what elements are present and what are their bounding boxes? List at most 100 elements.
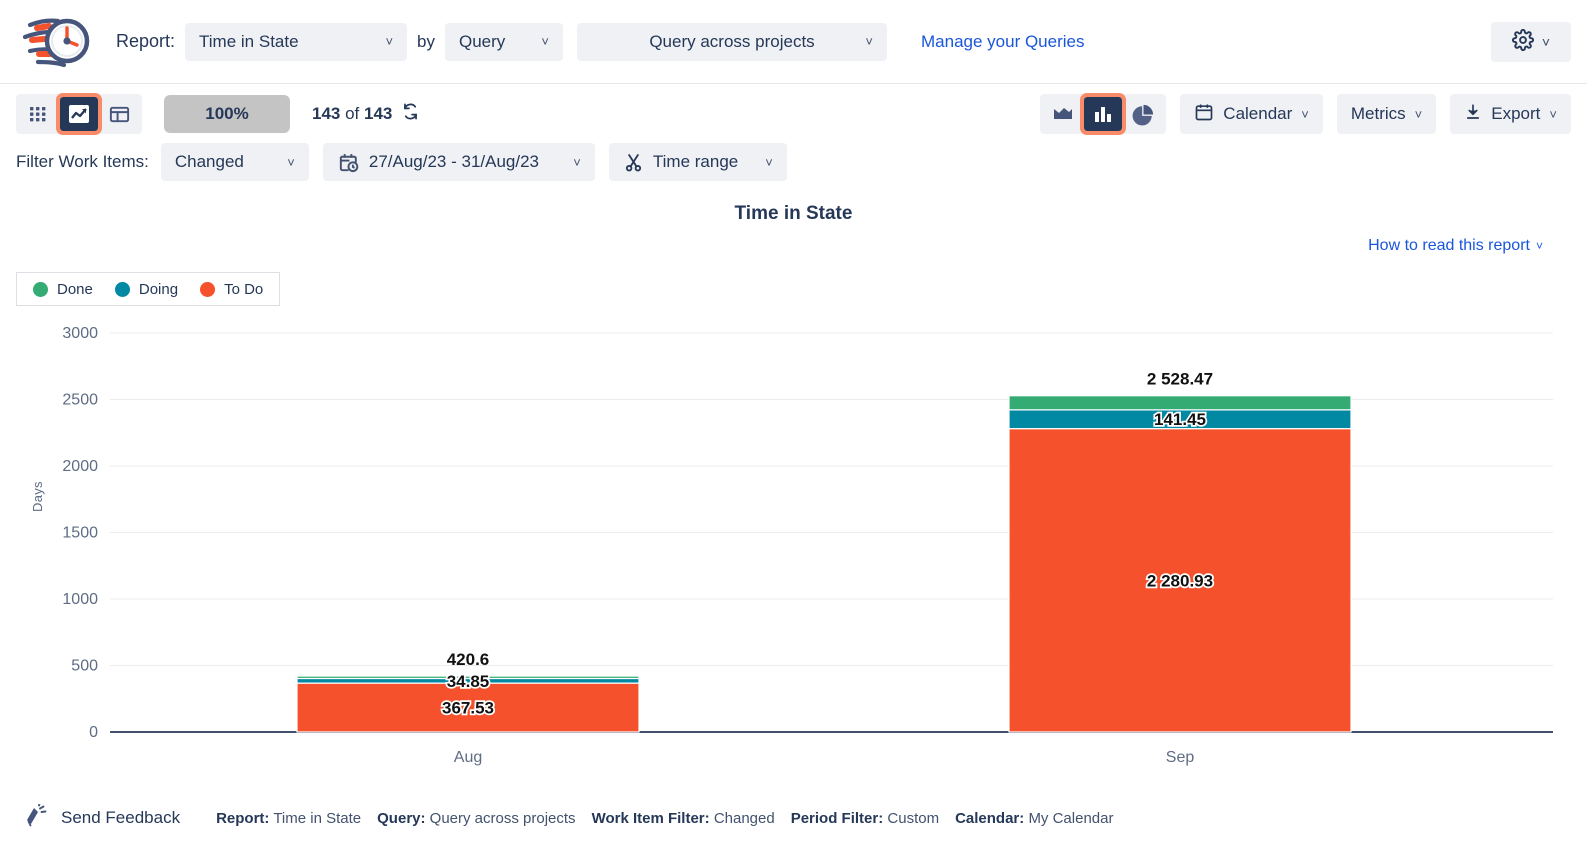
toolbar: 100% 143 of 143 [0, 84, 1587, 181]
legend-item-to-do[interactable]: To Do [200, 281, 263, 298]
bar-segment-value-label: 141.45 [1154, 410, 1206, 429]
export-button[interactable]: Export ˅ [1450, 94, 1571, 134]
footer-meta-key: Work Item Filter: [591, 809, 710, 827]
footer-meta-value: Changed [713, 809, 775, 827]
chart-view-icon[interactable] [56, 93, 102, 135]
work-item-filter-select[interactable]: Changed ˅ [160, 143, 309, 181]
bar-segment-done[interactable] [296, 675, 640, 680]
date-range-value: 27/Aug/23 - 31/Aug/23 [368, 152, 540, 171]
footer-meta-value: Custom [887, 809, 940, 827]
y-axis-tick-label: 500 [71, 658, 98, 675]
x-axis-tick-label: Aug [454, 749, 482, 766]
bar-segment-value-label: 34.85 [447, 672, 490, 691]
metrics-button-label: Metrics [1350, 104, 1406, 123]
time-range-value: Time range [652, 152, 739, 171]
calendar-button[interactable]: Calendar ˅ [1180, 94, 1323, 134]
filter-work-items-label: Filter Work Items: [16, 152, 149, 171]
board-view-icon[interactable] [100, 97, 138, 131]
item-count-total: 143 [364, 104, 393, 123]
calendar-button-label: Calendar [1223, 104, 1293, 123]
legend-item-doing[interactable]: Doing [114, 280, 179, 298]
chart-title: Time in State [734, 203, 853, 224]
chevron-down-icon: ˅ [573, 154, 581, 170]
gear-icon [1511, 28, 1534, 56]
legend-item-label: Doing [138, 280, 179, 298]
y-axis-tick-label: 0 [89, 724, 98, 741]
download-icon [1464, 103, 1482, 126]
y-axis-tick-label: 1500 [62, 525, 98, 542]
footer-meta-key: Report: [216, 809, 270, 827]
report-select[interactable]: Time in State ˅ [185, 22, 408, 61]
bar-segment-value-label: 2 280.93 [1147, 571, 1213, 590]
send-feedback-button[interactable]: Send Feedback [24, 802, 181, 833]
export-button-label: Export [1491, 104, 1541, 123]
app-header: Report: Time in State ˅ by Query ˅ Query… [0, 0, 1587, 84]
chevron-down-icon: ˅ [1541, 34, 1551, 50]
refresh-icon[interactable] [401, 102, 420, 126]
y-axis-tick-label: 3000 [62, 325, 98, 342]
metrics-button[interactable]: Metrics ˅ [1336, 94, 1437, 134]
legend-color-dot [200, 281, 216, 297]
chevron-down-icon: ˅ [541, 34, 549, 49]
bar-total-label: 2 528.47 [1147, 370, 1213, 389]
scissors-icon [623, 152, 644, 173]
y-axis-tick-label: 2500 [62, 392, 98, 409]
item-count-current: 143 [312, 104, 341, 123]
legend-item-label: Done [57, 280, 93, 298]
query-select-value: Query across projects [649, 31, 815, 51]
time-range-select[interactable]: Time range ˅ [608, 143, 787, 181]
chevron-down-icon: ˅ [1414, 106, 1423, 122]
bar-group-aug[interactable]: 367.53 34.85 420.6 Aug [296, 650, 640, 766]
date-range-select[interactable]: 27/Aug/23 - 31/Aug/23 ˅ [322, 143, 595, 181]
footer-meta-value: Query across projects [429, 809, 576, 827]
zoom-level-chip[interactable]: 100% [164, 95, 290, 133]
footer-meta-key: Period Filter: [790, 809, 884, 827]
chevron-down-icon: ˅ [385, 34, 394, 49]
report-select-value: Time in State [199, 31, 299, 51]
footer-meta-item: Work Item Filter: Changed [592, 810, 775, 827]
legend-item-done[interactable]: Done [33, 281, 93, 298]
chevron-down-icon: ˅ [287, 154, 295, 170]
footer-meta-item: Query: Query across projects [377, 810, 575, 827]
group-by-value: Query [459, 31, 506, 51]
chart-legend: Done Doing To Do [16, 272, 281, 306]
chevron-down-icon: ˅ [765, 154, 773, 170]
bar-segment-to-do[interactable] [296, 682, 640, 733]
y-axis-tick-label: 1000 [62, 591, 98, 608]
speeding-clock-logo [16, 13, 94, 71]
toolbar-row-2: Filter Work Items: Changed ˅ 27/Aug/23 -… [16, 143, 1571, 181]
bar-group-sep[interactable]: 2 280.93 141.45 2 528.47 Sep [1008, 370, 1352, 766]
grid-view-icon[interactable] [20, 97, 58, 131]
by-word: by [417, 31, 435, 51]
x-axis-tick-label: Sep [1166, 749, 1195, 766]
toolbar-right-group: Calendar ˅ Metrics ˅ Export ˅ [1040, 93, 1571, 135]
send-feedback-label: Send Feedback [61, 808, 181, 827]
group-by-select[interactable]: Query ˅ [445, 22, 563, 61]
footer-meta: Report: Time in State Query: Query across… [216, 810, 1113, 827]
view-mode-group [16, 93, 142, 135]
footer-meta-key: Query: [377, 809, 426, 827]
manage-queries-link[interactable]: Manage your Queries [921, 31, 1085, 51]
toolbar-row-1: 100% 143 of 143 [16, 93, 1571, 135]
how-to-read-link[interactable]: How to read this report ˅ [1368, 237, 1543, 255]
chevron-down-icon: ˅ [1301, 106, 1309, 122]
footer-meta-value: Time in State [273, 809, 362, 827]
legend-color-dot [33, 281, 48, 297]
bar-segment-done[interactable] [1008, 395, 1352, 411]
chart-svg: 0 500 1000 1500 2000 2500 3000 367.53 34.85 420.6… [62, 325, 1553, 766]
area-chart-icon[interactable] [1044, 97, 1082, 131]
calendar-icon [1194, 102, 1214, 127]
query-select[interactable]: Query across projects ˅ [577, 22, 887, 61]
app-footer: Send Feedback Report: Time in State Query… [0, 789, 1587, 847]
footer-meta-value: My Calendar [1028, 809, 1114, 827]
footer-meta-item: Period Filter: Custom [791, 810, 939, 827]
legend-item-label: To Do [224, 280, 264, 298]
chart-type-group [1040, 93, 1167, 135]
pie-chart-icon[interactable] [1124, 97, 1162, 131]
legend-color-dot [114, 281, 130, 297]
calendar-clock-icon [337, 151, 360, 174]
megaphone-icon [24, 802, 50, 833]
item-count-of: of [340, 104, 364, 123]
bar-chart-icon[interactable] [1080, 93, 1127, 135]
settings-button[interactable]: ˅ [1491, 22, 1571, 62]
